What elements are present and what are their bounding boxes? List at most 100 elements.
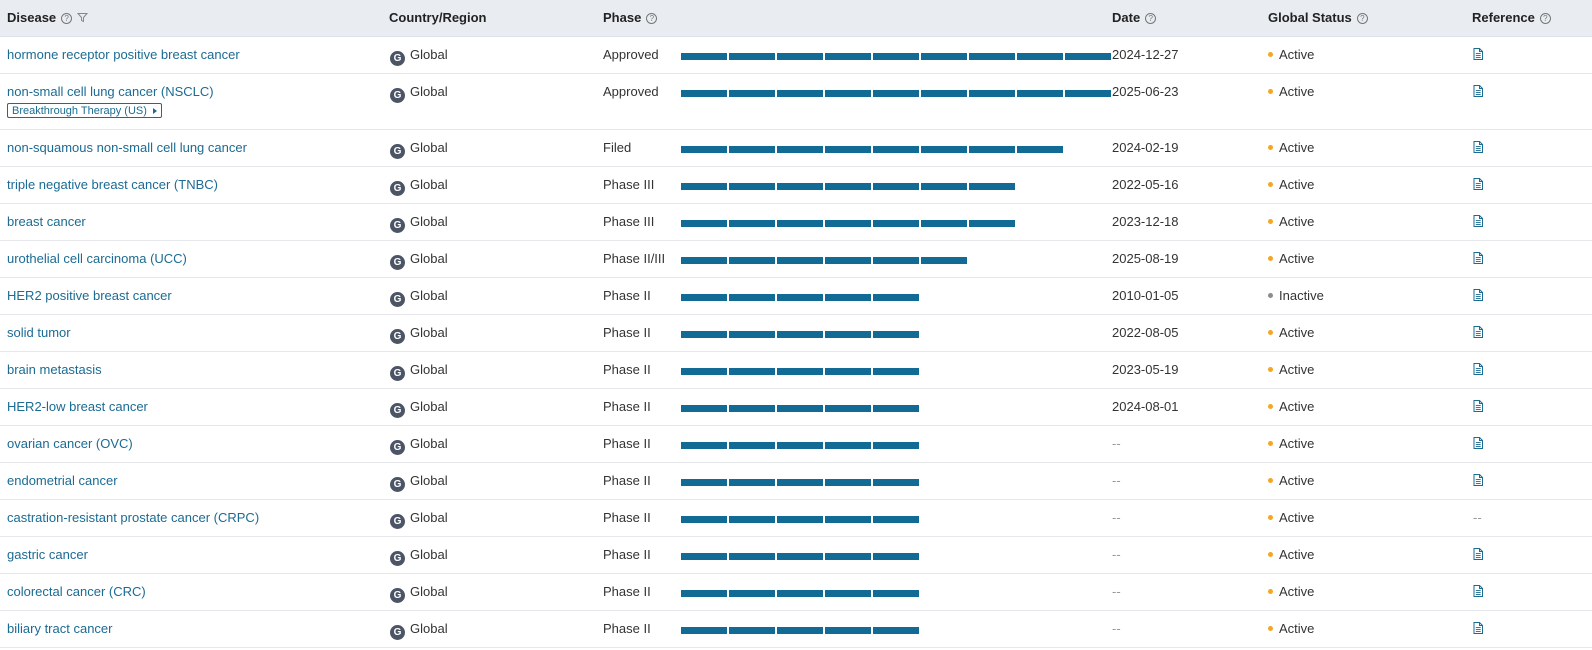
date-value: -- <box>1112 436 1121 451</box>
status-dot <box>1268 52 1273 57</box>
table-row: solid tumor G Global Phase II 2022-08-05 Acti… <box>0 315 1592 352</box>
country-label: Global <box>410 47 448 62</box>
globe-icon: G <box>390 88 405 103</box>
phase-cell: Phase II <box>603 537 651 573</box>
disease-link[interactable]: endometrial cancer <box>7 473 118 488</box>
disease-link[interactable]: castration-resistant prostate cancer (CR… <box>7 510 260 525</box>
phase-label: Phase II <box>603 510 651 525</box>
disease-link[interactable]: non-squamous non-small cell lung cancer <box>7 140 247 155</box>
status-cell: Active <box>1268 389 1314 425</box>
phase-bar-segment <box>681 405 728 412</box>
document-icon[interactable] <box>1473 205 1483 241</box>
filter-icon[interactable] <box>77 1 89 37</box>
country-label: Global <box>410 621 448 636</box>
status-dot <box>1268 441 1273 446</box>
date-value: 2025-08-19 <box>1112 251 1179 266</box>
phase-bar-segment <box>825 553 872 560</box>
table-row: ovarian cancer (OVC) G Global Phase II -- Act… <box>0 426 1592 463</box>
document-icon[interactable] <box>1473 242 1483 278</box>
document-icon[interactable] <box>1473 612 1483 648</box>
phase-cell: Phase II <box>603 463 651 499</box>
disease-link[interactable]: solid tumor <box>7 325 71 340</box>
phase-bar-segment <box>825 516 872 523</box>
disease-link[interactable]: gastric cancer <box>7 547 88 562</box>
document-icon[interactable] <box>1473 279 1483 315</box>
phase-bar-segment <box>873 405 920 412</box>
designation-tag[interactable]: Breakthrough Therapy (US) <box>7 103 162 118</box>
help-icon[interactable]: ? <box>1356 13 1368 24</box>
document-icon[interactable] <box>1473 168 1483 204</box>
document-icon[interactable] <box>1473 38 1483 74</box>
disease-cell: solid tumor <box>7 315 71 351</box>
phase-bar-segment <box>777 183 824 190</box>
status-label: Active <box>1279 547 1315 562</box>
header-reference[interactable]: Reference? <box>1472 0 1551 36</box>
phase-label: Phase II <box>603 473 651 488</box>
phase-label: Phase II/III <box>603 251 666 266</box>
phase-cell: Phase III <box>603 204 654 240</box>
status-label: Active <box>1279 251 1315 266</box>
reference-cell <box>1473 611 1483 647</box>
country-label: Global <box>410 399 448 414</box>
phase-bar-segment <box>1017 146 1064 153</box>
reference-cell <box>1473 204 1483 240</box>
date-value: 2024-02-19 <box>1112 140 1179 155</box>
reference-cell <box>1473 463 1483 499</box>
phase-bar-segment <box>777 257 824 264</box>
phase-bar-segment <box>825 590 872 597</box>
phase-bar-segment <box>873 516 920 523</box>
disease-link[interactable]: colorectal cancer (CRC) <box>7 584 146 599</box>
disease-link[interactable]: biliary tract cancer <box>7 621 113 636</box>
help-icon[interactable]: ? <box>1539 13 1551 24</box>
table-row: castration-resistant prostate cancer (CR… <box>0 500 1592 537</box>
date-cell: 2022-05-16 <box>1112 167 1179 203</box>
phase-bar-segment <box>825 53 872 60</box>
phase-bar-segment <box>777 553 824 560</box>
phase-bar-segment <box>729 331 776 338</box>
header-date[interactable]: Date? <box>1112 0 1157 36</box>
disease-link[interactable]: brain metastasis <box>7 362 102 377</box>
globe-icon: G <box>390 477 405 492</box>
date-cell: -- <box>1112 611 1121 647</box>
phase-bar-segment <box>681 90 728 97</box>
date-value: 2025-06-23 <box>1112 84 1179 99</box>
document-icon[interactable] <box>1473 353 1483 389</box>
disease-link[interactable]: breast cancer <box>7 214 86 229</box>
document-icon[interactable] <box>1473 427 1483 463</box>
document-icon[interactable] <box>1473 464 1483 500</box>
document-icon[interactable] <box>1473 390 1483 426</box>
document-icon[interactable] <box>1473 316 1483 352</box>
disease-link[interactable]: HER2-low breast cancer <box>7 399 148 414</box>
document-icon[interactable] <box>1473 131 1483 167</box>
status-cell: Active <box>1268 352 1314 388</box>
date-cell: 2024-02-19 <box>1112 130 1179 166</box>
disease-link[interactable]: HER2 positive breast cancer <box>7 288 172 303</box>
header-status[interactable]: Global Status? <box>1268 0 1368 36</box>
status-dot <box>1268 182 1273 187</box>
help-icon[interactable]: ? <box>1145 13 1157 24</box>
disease-link[interactable]: triple negative breast cancer (TNBC) <box>7 177 218 192</box>
disease-link[interactable]: non-small cell lung cancer (NSCLC) <box>7 84 214 99</box>
phase-bar-segment <box>729 405 776 412</box>
disease-link[interactable]: hormone receptor positive breast cancer <box>7 47 240 62</box>
disease-link[interactable]: ovarian cancer (OVC) <box>7 436 133 451</box>
phase-cell: Phase II <box>603 389 651 425</box>
header-phase[interactable]: Phase? <box>603 0 658 36</box>
date-value: -- <box>1112 621 1121 636</box>
phase-cell: Phase II <box>603 426 651 462</box>
phase-bar-segment <box>873 331 920 338</box>
document-icon[interactable] <box>1473 538 1483 574</box>
reference-cell <box>1473 74 1483 110</box>
phase-bar-segment <box>777 146 824 153</box>
document-icon[interactable] <box>1473 75 1483 111</box>
globe-icon: G <box>390 329 405 344</box>
globe-icon: G <box>390 625 405 640</box>
country-cell: G Global <box>390 74 448 110</box>
help-icon[interactable]: ? <box>646 13 658 24</box>
disease-link[interactable]: urothelial cell carcinoma (UCC) <box>7 251 187 266</box>
help-icon[interactable]: ? <box>61 13 73 24</box>
header-disease[interactable]: Disease? <box>7 0 89 37</box>
phase-bar-segment <box>729 90 776 97</box>
document-icon[interactable] <box>1473 575 1483 611</box>
phase-bar-segment <box>777 627 824 634</box>
